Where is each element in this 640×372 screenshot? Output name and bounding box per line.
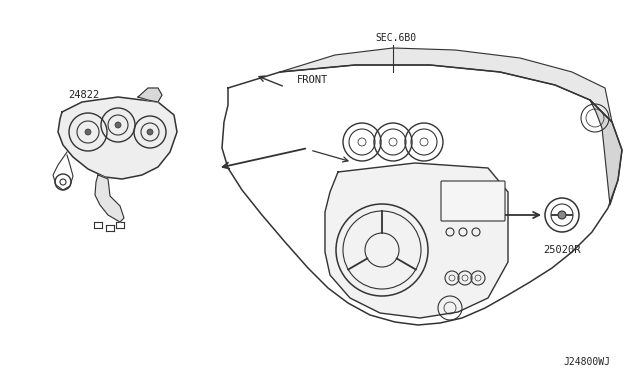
Text: SEC.6B0: SEC.6B0 bbox=[375, 33, 416, 43]
Text: 24822: 24822 bbox=[68, 90, 99, 100]
Text: FRONT: FRONT bbox=[297, 75, 328, 85]
Text: J24800WJ: J24800WJ bbox=[563, 357, 610, 367]
Polygon shape bbox=[138, 88, 162, 102]
Text: 25020R: 25020R bbox=[543, 245, 580, 255]
Polygon shape bbox=[58, 97, 177, 179]
Circle shape bbox=[147, 129, 153, 135]
Polygon shape bbox=[280, 48, 612, 122]
FancyBboxPatch shape bbox=[441, 181, 505, 221]
Circle shape bbox=[558, 211, 566, 219]
Circle shape bbox=[85, 129, 91, 135]
Polygon shape bbox=[325, 163, 508, 318]
Circle shape bbox=[115, 122, 121, 128]
Polygon shape bbox=[95, 175, 124, 222]
Polygon shape bbox=[590, 100, 622, 205]
